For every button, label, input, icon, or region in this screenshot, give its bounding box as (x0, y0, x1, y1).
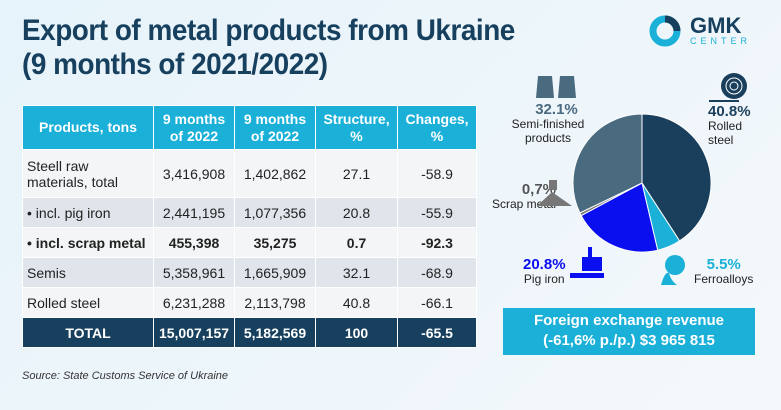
export-table: Products, tons 9 months of 2022 9 months… (22, 105, 477, 348)
semis-label: 32.1% Semi-finished products (512, 72, 588, 145)
revenue-box: Foreign exchange revenue (-61,6% p./p.) … (503, 308, 755, 355)
table-total-row: TOTAL 15,007,157 5,182,569 100 -65.5 (22, 317, 477, 348)
pie-slice-pig-iron (580, 182, 659, 253)
ferroalloy-ladle-icon (661, 255, 685, 285)
scrap-label: 0,7% Scrap metal (492, 180, 572, 211)
table-row: Steell raw materials, total 3,416,908 1,40… (22, 149, 477, 198)
table-row: • incl. scrap metal 455,398 35,275 0.7 -92.3 (22, 227, 477, 258)
pig-iron-icon (570, 247, 604, 278)
table-header: Products, tons 9 months of 2022 9 months… (22, 105, 477, 150)
semis-icon (535, 76, 576, 98)
table-row: Rolled steel 6,231,288 2,113,798 40.8 -66.1 (22, 287, 477, 318)
pig-iron-label: 20.8% Pig iron (523, 256, 566, 286)
ferroalloys-label: 5.5% Ferroalloys (694, 256, 754, 286)
page-title: Export of metal products from Ukraine (9 … (22, 14, 515, 81)
gmk-ring-icon (649, 15, 681, 47)
scrap-claw-icon (537, 180, 572, 206)
pie-slice-semi-finished-products (572, 113, 643, 214)
gmk-logo: GMK CENTER (648, 14, 751, 48)
source-note: Source: State Customs Service of Ukraine (22, 370, 229, 382)
rolled-label: 40.8% Rolled steel (708, 72, 751, 147)
steel-roll-icon (709, 73, 748, 102)
